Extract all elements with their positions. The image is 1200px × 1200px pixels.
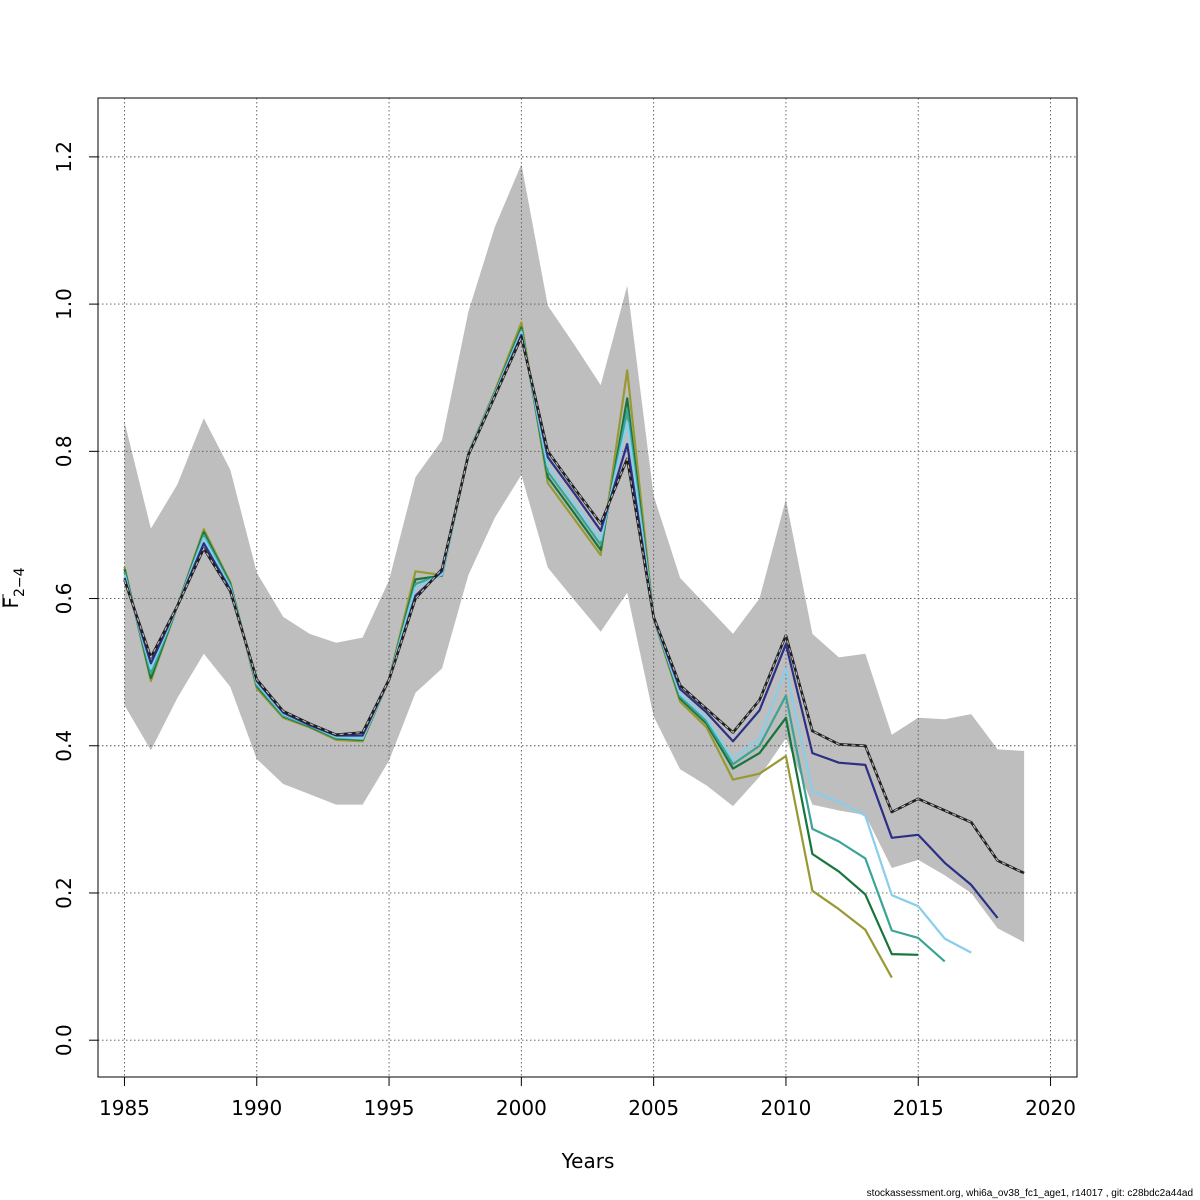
x-tick-label: 2005 <box>628 1096 679 1120</box>
confidence-band <box>124 164 1025 943</box>
plot-frame <box>97 97 1078 1078</box>
x-axis-title: Years <box>561 1149 615 1173</box>
y-tick-label: 0.8 <box>52 435 76 467</box>
series-line-peel-2017 <box>123 331 972 954</box>
y-tick-label: 0.4 <box>52 730 76 762</box>
grid-layer <box>98 98 1077 1077</box>
confidence-band-layer <box>124 164 1025 943</box>
x-tick-label: 1985 <box>99 1096 150 1120</box>
x-tick-label: 2015 <box>893 1096 944 1120</box>
x-axis: 1985 1990 1995 2000 2005 2010 2015 2020 <box>99 1077 1076 1120</box>
x-tick-label: 2010 <box>760 1096 811 1120</box>
x-tick-label: 1990 <box>231 1096 282 1120</box>
y-tick-label: 0.6 <box>52 583 76 615</box>
y-axis-title-sub: 2−4 <box>12 567 28 597</box>
series-layer <box>123 321 1025 979</box>
series-line-final-assessment <box>123 335 1025 875</box>
y-tick-label: 0.0 <box>52 1024 76 1056</box>
y-axis-title-main: F <box>0 597 23 609</box>
x-tick-label: 2020 <box>1025 1096 1076 1120</box>
y-tick-label: 0.2 <box>52 877 76 909</box>
y-tick-label: 1.0 <box>52 288 76 320</box>
footer-note: stockassessment.org, whi6a_ov38_fc1_age1… <box>867 1188 1193 1199</box>
y-axis: 0.0 0.2 0.4 0.6 0.8 1.0 1.2 <box>52 141 98 1056</box>
y-axis-title: F2−4 <box>0 567 28 608</box>
svg-text:F2−4: F2−4 <box>0 567 28 608</box>
y-tick-label: 1.2 <box>52 141 76 173</box>
x-tick-label: 2000 <box>496 1096 547 1120</box>
x-tick-label: 1995 <box>364 1096 415 1120</box>
